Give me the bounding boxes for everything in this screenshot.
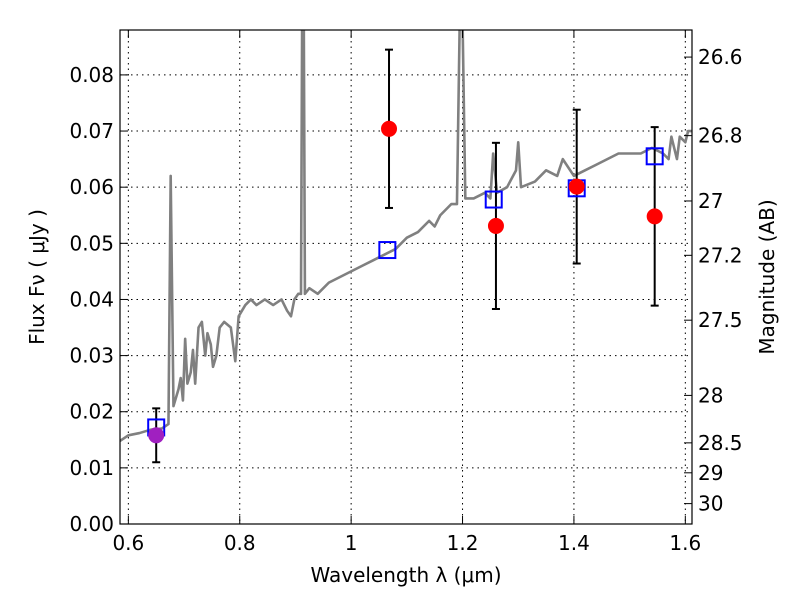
y-tick-label: 0.01 bbox=[69, 456, 114, 480]
right-tick-label: 26.8 bbox=[698, 124, 743, 148]
y-tick-label: 0.08 bbox=[69, 63, 114, 87]
y-tick-label: 0.06 bbox=[69, 175, 114, 199]
x-tick-label: 0.8 bbox=[224, 531, 256, 555]
grid bbox=[120, 30, 692, 525]
observed-photometry-point bbox=[487, 217, 504, 234]
y-tick-label: 0.05 bbox=[69, 231, 114, 255]
model-photometry-square bbox=[484, 190, 503, 209]
model-spectrum-line bbox=[120, 30, 692, 442]
model-photometry-square bbox=[378, 241, 397, 260]
model-photometry-square bbox=[645, 147, 664, 166]
y-axis-label: Flux Fν ( μJy ) bbox=[25, 209, 49, 345]
right-tick-label: 30 bbox=[698, 492, 723, 516]
right-tick-label: 28.5 bbox=[698, 431, 743, 455]
x-tick-label: 1 bbox=[345, 531, 358, 555]
right-tick-label: 27 bbox=[698, 189, 723, 213]
x-axis-label: Wavelength λ (μm) bbox=[310, 563, 501, 587]
right-tick-label: 29 bbox=[698, 461, 723, 485]
right-tick-label: 27.2 bbox=[698, 243, 743, 267]
plot-frame bbox=[119, 29, 693, 525]
y-tick-label: 0.03 bbox=[69, 344, 114, 368]
right-tick-label: 28 bbox=[698, 383, 723, 407]
axis-ticks: 0.6 0.8 1 1.2 1.4 1.6 0.00 0.01 0.02 0.03 0.04 0.05… bbox=[69, 30, 743, 555]
observed-photometry-point bbox=[381, 120, 398, 137]
observed-photometry-point bbox=[148, 427, 165, 444]
plot-content bbox=[120, 30, 692, 464]
observed-photometry-point bbox=[646, 208, 663, 225]
right-tick-label: 27.5 bbox=[698, 308, 743, 332]
observed-photometry-point bbox=[568, 178, 585, 195]
x-tick-label: 1.2 bbox=[447, 531, 479, 555]
x-tick-label: 0.6 bbox=[112, 531, 144, 555]
y-tick-label: 0.02 bbox=[69, 400, 114, 424]
right-tick-label: 26.6 bbox=[698, 45, 743, 69]
x-tick-label: 1.6 bbox=[669, 531, 701, 555]
plot-area bbox=[120, 30, 692, 464]
y-tick-label: 0.07 bbox=[69, 119, 114, 143]
y-axis-right-label: Magnitude (AB) bbox=[755, 199, 779, 354]
y-tick-label: 0.00 bbox=[69, 512, 114, 536]
x-tick-label: 1.4 bbox=[558, 531, 590, 555]
y-tick-label: 0.04 bbox=[69, 287, 114, 311]
